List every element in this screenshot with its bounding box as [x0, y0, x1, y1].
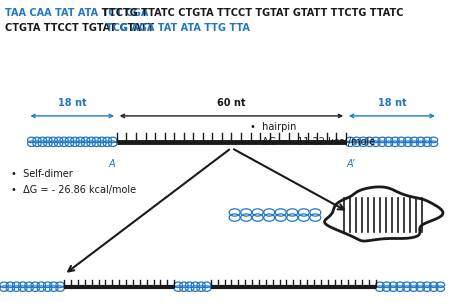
Text: •  Self-dimer: • Self-dimer — [11, 169, 73, 179]
Text: 18 nt: 18 nt — [377, 98, 406, 108]
Text: TCG AGA TAT ATA TTG TTA: TCG AGA TAT ATA TTG TTA — [106, 23, 250, 33]
Text: 18 nt: 18 nt — [58, 98, 86, 108]
Text: •  ΔG = - 11.22 kcal/mole: • ΔG = - 11.22 kcal/mole — [250, 137, 375, 147]
Text: •  ΔG = - 26.86 kcal/mole: • ΔG = - 26.86 kcal/mole — [11, 185, 137, 195]
Text: CTGTA TTCCT TGTAT GTATT: CTGTA TTCCT TGTAT GTATT — [6, 23, 158, 33]
Text: TAA CAA TAT ATA TCT CGA: TAA CAA TAT ATA TCT CGA — [6, 8, 149, 18]
Text: TTCTG TTATC CTGTA TTCCT TGTAT GTATT TTCTG TTATC: TTCTG TTATC CTGTA TTCCT TGTAT GTATT TTCT… — [102, 8, 403, 18]
Text: 60 nt: 60 nt — [217, 98, 246, 108]
Text: •  hairpin: • hairpin — [250, 122, 296, 132]
Text: A’: A’ — [346, 159, 355, 169]
Polygon shape — [325, 187, 443, 241]
Text: A: A — [109, 159, 116, 169]
